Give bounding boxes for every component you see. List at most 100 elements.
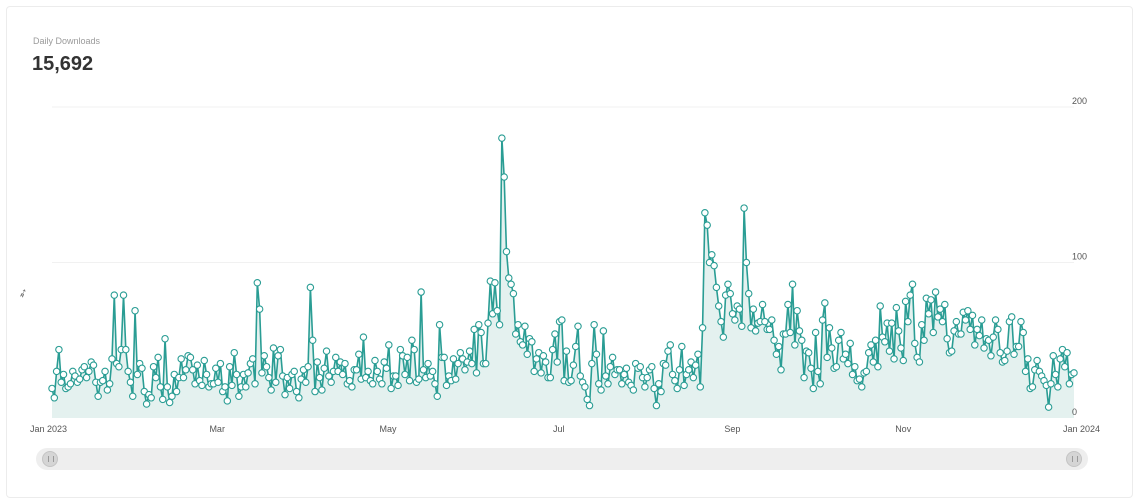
- data-point[interactable]: [712, 283, 721, 292]
- data-point[interactable]: [419, 366, 428, 374]
- data-point[interactable]: [509, 289, 518, 298]
- data-point[interactable]: [221, 383, 229, 391]
- data-point[interactable]: [359, 333, 368, 341]
- data-point[interactable]: [947, 347, 956, 355]
- data-point[interactable]: [765, 325, 774, 334]
- data-point[interactable]: [915, 358, 924, 366]
- data-point[interactable]: [618, 380, 626, 388]
- data-point[interactable]: [385, 341, 393, 349]
- data-point[interactable]: [172, 387, 181, 396]
- zoom-slider-left-handle[interactable]: [42, 451, 58, 467]
- data-point[interactable]: [648, 362, 656, 371]
- data-point[interactable]: [719, 333, 728, 341]
- data-point[interactable]: [108, 355, 116, 363]
- data-point[interactable]: [738, 322, 746, 330]
- data-point[interactable]: [871, 336, 880, 344]
- data-point[interactable]: [368, 380, 377, 388]
- data-point[interactable]: [470, 325, 478, 334]
- data-point[interactable]: [306, 283, 315, 292]
- data-point[interactable]: [936, 305, 944, 313]
- data-point[interactable]: [126, 378, 135, 386]
- data-point[interactable]: [1014, 342, 1023, 351]
- zoom-slider-right-handle[interactable]: [1066, 451, 1082, 467]
- data-point[interactable]: [103, 386, 112, 394]
- data-point[interactable]: [890, 355, 898, 363]
- data-point[interactable]: [1051, 370, 1060, 379]
- data-point[interactable]: [887, 319, 896, 327]
- data-point[interactable]: [75, 375, 84, 383]
- data-point[interactable]: [202, 370, 211, 379]
- data-point[interactable]: [714, 302, 723, 310]
- data-point[interactable]: [322, 347, 331, 355]
- data-point[interactable]: [828, 344, 836, 352]
- data-point[interactable]: [493, 306, 501, 315]
- data-point[interactable]: [258, 369, 266, 377]
- data-point[interactable]: [735, 305, 744, 313]
- data-point[interactable]: [1044, 403, 1053, 411]
- data-point[interactable]: [643, 373, 651, 382]
- data-point[interactable]: [996, 348, 1004, 357]
- data-point[interactable]: [558, 316, 566, 324]
- data-point[interactable]: [424, 359, 432, 368]
- data-point[interactable]: [451, 375, 460, 383]
- data-point[interactable]: [664, 347, 672, 355]
- data-point[interactable]: [844, 359, 852, 368]
- data-point[interactable]: [571, 342, 580, 351]
- data-point[interactable]: [454, 359, 462, 368]
- data-point[interactable]: [966, 325, 974, 334]
- data-point[interactable]: [774, 342, 783, 351]
- data-point[interactable]: [834, 336, 843, 344]
- data-point[interactable]: [851, 362, 859, 371]
- data-point[interactable]: [731, 316, 739, 324]
- data-point[interactable]: [514, 320, 522, 329]
- data-point[interactable]: [292, 387, 301, 396]
- data-point[interactable]: [917, 320, 926, 329]
- data-point[interactable]: [876, 302, 884, 310]
- data-point[interactable]: [1024, 355, 1032, 363]
- data-point[interactable]: [182, 366, 190, 374]
- data-point[interactable]: [906, 291, 914, 299]
- data-point[interactable]: [641, 383, 649, 391]
- data-point[interactable]: [48, 384, 56, 393]
- data-point[interactable]: [885, 347, 894, 355]
- data-point[interactable]: [99, 376, 107, 385]
- data-point[interactable]: [816, 380, 824, 388]
- data-point[interactable]: [892, 303, 901, 312]
- data-point[interactable]: [585, 401, 594, 410]
- data-point[interactable]: [837, 328, 845, 337]
- data-point[interactable]: [313, 358, 322, 366]
- data-point[interactable]: [615, 366, 624, 374]
- data-point[interactable]: [405, 376, 414, 385]
- data-point[interactable]: [387, 384, 395, 393]
- data-point[interactable]: [657, 387, 665, 396]
- data-point[interactable]: [588, 359, 596, 368]
- data-point[interactable]: [410, 345, 418, 354]
- data-point[interactable]: [904, 317, 912, 326]
- data-point[interactable]: [302, 378, 310, 386]
- data-point[interactable]: [188, 366, 197, 374]
- data-point[interactable]: [232, 370, 241, 379]
- data-point[interactable]: [415, 375, 423, 383]
- data-point[interactable]: [1019, 328, 1027, 337]
- data-point[interactable]: [818, 316, 827, 324]
- data-point[interactable]: [934, 313, 942, 321]
- data-point[interactable]: [744, 289, 753, 298]
- data-point[interactable]: [530, 367, 538, 376]
- data-point[interactable]: [472, 369, 481, 377]
- data-point[interactable]: [1056, 355, 1064, 363]
- data-point[interactable]: [119, 291, 128, 299]
- data-point[interactable]: [265, 373, 273, 382]
- data-point[interactable]: [1017, 317, 1025, 326]
- data-point[interactable]: [276, 345, 285, 354]
- data-point[interactable]: [124, 367, 132, 376]
- data-point[interactable]: [523, 350, 531, 358]
- data-point[interactable]: [242, 383, 250, 391]
- data-point[interactable]: [751, 327, 760, 335]
- data-point[interactable]: [408, 336, 416, 344]
- data-point[interactable]: [295, 394, 303, 402]
- data-point[interactable]: [498, 134, 506, 142]
- data-point[interactable]: [396, 345, 405, 354]
- data-point[interactable]: [161, 334, 169, 343]
- data-point[interactable]: [235, 392, 243, 400]
- data-point[interactable]: [1070, 369, 1078, 377]
